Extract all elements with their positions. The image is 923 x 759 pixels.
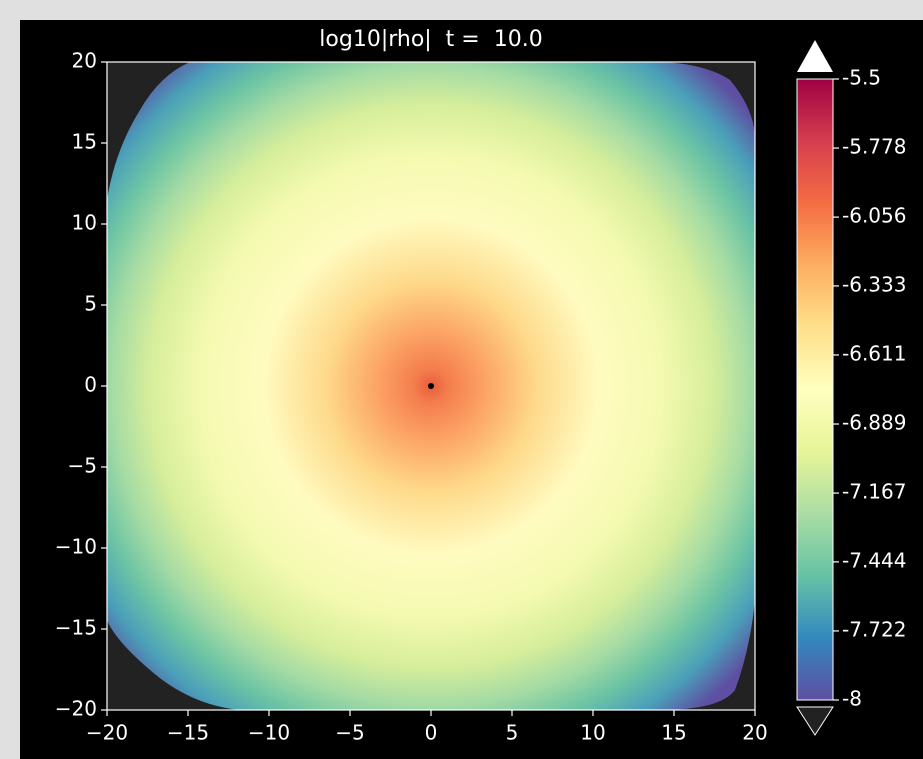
colorbar-tick-label: -7.722 xyxy=(842,617,906,641)
y-tick-label: −20 xyxy=(55,697,97,721)
colorbar-tick-label: -6.889 xyxy=(842,411,906,435)
x-tick-label: 20 xyxy=(742,721,767,745)
colorbar xyxy=(796,78,834,701)
chart-title: log10|rho| t = 10.0 xyxy=(319,27,542,52)
x-tick-label: 10 xyxy=(580,721,605,745)
y-tick-label: 15 xyxy=(72,130,97,154)
y-tick-label: 5 xyxy=(84,292,97,316)
x-tick-label: 0 xyxy=(425,721,438,745)
x-tick-label: −10 xyxy=(248,721,290,745)
x-tick-label: −5 xyxy=(335,721,364,745)
colorbar-tick-label: -6.611 xyxy=(842,341,906,365)
y-tick-label: −10 xyxy=(55,535,97,559)
y-tick-label: 20 xyxy=(72,49,97,73)
colorbar-tick-label: -8 xyxy=(842,687,862,711)
x-tick-label: −15 xyxy=(167,721,209,745)
colorbar-tick-label: -5.5 xyxy=(842,66,881,90)
x-tick-label: −20 xyxy=(86,721,128,745)
colorbar-tick-label: -7.167 xyxy=(842,480,906,504)
y-tick-label: −5 xyxy=(68,454,97,478)
colorbar-extend-top xyxy=(797,40,833,72)
central-object xyxy=(428,383,434,389)
colorbar-extend-bottom xyxy=(796,706,834,736)
y-tick-label: 0 xyxy=(84,373,97,397)
x-tick-label: 15 xyxy=(661,721,686,745)
colorbar-tick-label: -7.444 xyxy=(842,548,906,572)
colorbar-tick-label: -5.778 xyxy=(842,135,906,159)
colorbar-tick-label: -6.056 xyxy=(842,204,906,228)
y-tick-label: −15 xyxy=(55,616,97,640)
y-tick-label: 10 xyxy=(72,211,97,235)
x-tick-label: 5 xyxy=(506,721,519,745)
colorbar-tick-label: -6.333 xyxy=(842,272,906,296)
